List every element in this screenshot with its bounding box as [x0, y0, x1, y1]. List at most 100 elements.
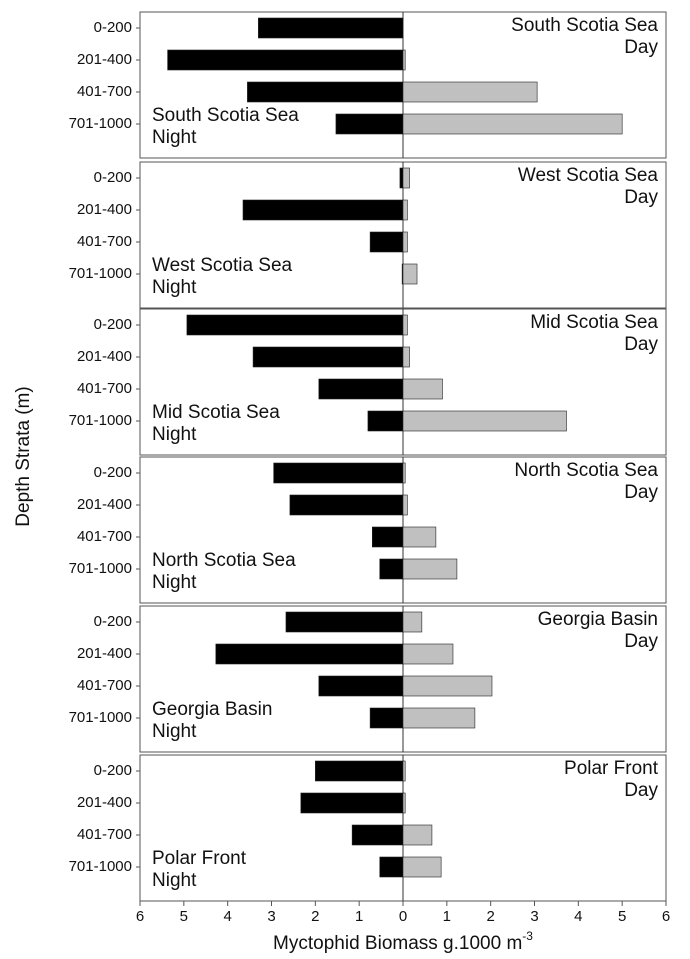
series-label: West Scotia Sea: [518, 165, 659, 186]
bar: [335, 113, 404, 135]
bar: [285, 611, 404, 633]
series-label: Night: [152, 127, 197, 148]
x-tick-label: 0: [399, 908, 407, 925]
series-label: Day: [624, 187, 658, 208]
bar: [273, 462, 404, 484]
bar: [402, 167, 410, 189]
bar: [300, 792, 404, 814]
y-tick-label: 401-700: [77, 233, 132, 250]
series-label: Polar Front: [152, 848, 247, 869]
bar: [402, 81, 538, 103]
x-tick-label: 6: [136, 908, 144, 925]
y-tick-label: 0-200: [94, 316, 132, 333]
bar: [402, 675, 493, 697]
series-label: Mid Scotia Sea: [530, 312, 658, 333]
x-axis-label-sup: -3: [522, 929, 533, 943]
y-tick-label: 0-200: [94, 19, 132, 36]
series-label: Polar Front: [564, 758, 659, 779]
bar: [402, 462, 406, 484]
x-axis-label-text: Myctophid Biomass g.1000 m: [273, 933, 522, 954]
bar: [402, 707, 476, 729]
x-axis-label: Myctophid Biomass g.1000 m-3: [273, 929, 533, 954]
x-tick-label: 5: [180, 908, 188, 925]
bar: [402, 199, 408, 221]
x-tick-label: 2: [486, 908, 494, 925]
bar: [402, 792, 406, 814]
y-tick-label: 201-400: [77, 348, 132, 365]
y-tick-label: 701-1000: [69, 858, 132, 875]
bar: [369, 707, 404, 729]
y-tick-label: 701-1000: [69, 115, 132, 132]
bar: [402, 314, 408, 336]
bar: [247, 81, 404, 103]
bar: [379, 558, 404, 580]
bar: [402, 526, 437, 548]
x-tick-label: 1: [443, 908, 451, 925]
y-tick-label: 401-700: [77, 380, 132, 397]
bar: [402, 410, 567, 432]
series-label: Night: [152, 424, 197, 445]
y-tick-label: 0-200: [94, 762, 132, 779]
bar: [402, 263, 418, 285]
series-label: Georgia Basin: [538, 609, 658, 630]
series-label: Night: [152, 572, 197, 593]
y-tick-label: 0-200: [94, 169, 132, 186]
bar: [215, 643, 404, 665]
x-tick-label: 6: [662, 908, 670, 925]
bar: [402, 494, 408, 516]
bar: [402, 49, 406, 71]
series-label: Mid Scotia Sea: [152, 402, 280, 423]
bar: [289, 494, 404, 516]
bar: [318, 675, 404, 697]
x-tick-label: 3: [267, 908, 275, 925]
series-label: Night: [152, 721, 197, 742]
series-label: Night: [152, 277, 197, 298]
bar: [402, 856, 442, 878]
bar: [258, 17, 404, 39]
series-label: Night: [152, 870, 197, 891]
y-tick-label: 201-400: [77, 201, 132, 218]
series-label: Day: [624, 780, 658, 801]
x-tick-label: 3: [530, 908, 538, 925]
series-label: Day: [624, 631, 658, 652]
bar: [402, 611, 423, 633]
series-label: Day: [624, 37, 658, 58]
x-tick-label: 2: [311, 908, 319, 925]
bar: [402, 760, 406, 782]
bar: [242, 199, 404, 221]
y-tick-label: 0-200: [94, 613, 132, 630]
bar: [318, 378, 404, 400]
bar: [402, 231, 408, 253]
bar: [379, 856, 404, 878]
y-tick-label: 401-700: [77, 83, 132, 100]
y-tick-label: 201-400: [77, 794, 132, 811]
x-tick-label: 5: [618, 908, 626, 925]
bar: [402, 824, 433, 846]
bar: [402, 643, 454, 665]
bar: [367, 410, 404, 432]
x-tick-label: 1: [355, 908, 363, 925]
y-tick-label: 201-400: [77, 645, 132, 662]
bar: [402, 346, 410, 368]
bar: [402, 113, 623, 135]
bar: [315, 760, 404, 782]
series-label: Day: [624, 482, 658, 503]
y-tick-label: 201-400: [77, 496, 132, 513]
y-axis-label: Depth Strata (m): [13, 386, 34, 526]
y-tick-label: 201-400: [77, 51, 132, 68]
y-tick-label: 401-700: [77, 677, 132, 694]
bar: [252, 346, 404, 368]
series-label: North Scotia Sea: [152, 550, 296, 571]
series-label: West Scotia Sea: [152, 255, 293, 276]
series-label: Day: [624, 334, 658, 355]
bar: [399, 167, 404, 189]
x-tick-label: 4: [223, 908, 231, 925]
bar: [167, 49, 404, 71]
bar: [372, 526, 404, 548]
y-tick-label: 701-1000: [69, 265, 132, 282]
y-tick-label: 0-200: [94, 464, 132, 481]
series-label: Georgia Basin: [152, 699, 272, 720]
y-tick-label: 701-1000: [69, 412, 132, 429]
